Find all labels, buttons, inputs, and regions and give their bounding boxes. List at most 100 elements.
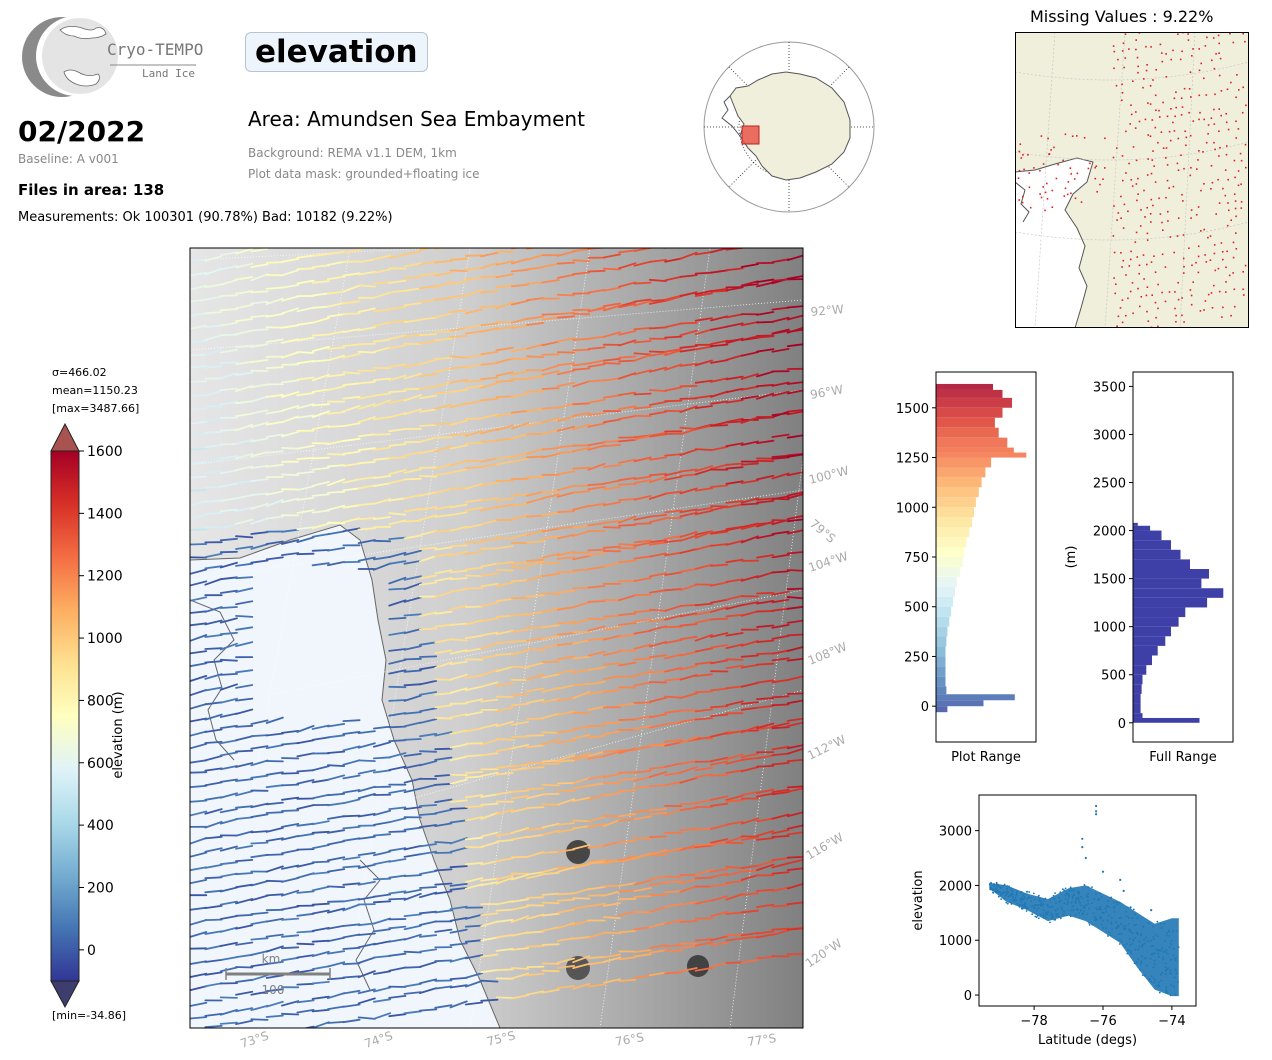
missing-point: [1210, 117, 1213, 119]
track-segment: [694, 424, 713, 431]
missing-point: [1113, 67, 1115, 70]
track-segment: [190, 380, 208, 383]
missing-point: [1192, 48, 1194, 50]
track-segment: [265, 450, 284, 454]
missing-point: [1210, 188, 1212, 190]
track-segment: [235, 360, 254, 366]
track-segment: [664, 625, 683, 629]
stat-sigma: σ=466.02: [52, 366, 107, 379]
track-segment: [526, 432, 545, 436]
track-segment: [451, 244, 467, 246]
track-segment: [219, 792, 238, 799]
track-segment: [633, 475, 652, 480]
track-segment: [679, 612, 698, 618]
track-segment: [265, 837, 284, 842]
track-segment: [664, 741, 683, 747]
track-segment: [664, 571, 683, 576]
track-segment: [326, 490, 346, 494]
missing-point: [1198, 48, 1200, 50]
scatter-point: [1149, 957, 1152, 960]
track-segment: [648, 696, 667, 703]
track-segment: [235, 412, 254, 418]
track-segment: [313, 240, 329, 242]
track-segment: [694, 487, 713, 492]
scatter-xlabel: Latitude (degs): [1038, 1033, 1137, 1048]
track-segment: [725, 500, 744, 504]
missing-point: [1190, 167, 1192, 169]
track-segment: [556, 351, 576, 354]
missing-point: [1204, 300, 1207, 302]
track-segment: [786, 409, 803, 413]
track-segment: [235, 262, 254, 269]
histogram-bar: [936, 596, 954, 607]
track-segment: [572, 402, 591, 406]
scatter-point: [1010, 887, 1012, 890]
track-segment: [679, 802, 698, 805]
track-segment: [190, 568, 208, 575]
track-segment: [710, 895, 729, 902]
track-segment: [679, 635, 698, 641]
scatter-point: [1153, 981, 1156, 984]
track-segment: [449, 687, 468, 694]
track-segment: [388, 279, 407, 284]
track-segment: [510, 514, 530, 521]
track-segment: [756, 725, 775, 731]
track-segment: [510, 967, 530, 970]
track-segment: [633, 953, 652, 958]
scatter-point: [1162, 958, 1164, 961]
track-segment: [326, 868, 346, 873]
scatter-point: [1010, 889, 1013, 892]
missing-point: [1215, 213, 1217, 215]
scatter-point: [1041, 904, 1044, 907]
track-segment: [311, 871, 330, 875]
histogram-bar: [936, 547, 965, 557]
track-segment: [342, 504, 361, 509]
track-segment: [756, 278, 775, 283]
track-segment: [618, 789, 637, 793]
scatter-point: [1020, 901, 1023, 903]
track-segment: [495, 503, 514, 509]
track-segment: [771, 348, 790, 353]
track-segment: [464, 727, 484, 733]
track-segment: [464, 862, 484, 866]
scatter-point: [1075, 899, 1077, 901]
track-segment: [556, 798, 576, 806]
track-segment: [756, 335, 775, 339]
track-segment: [633, 539, 652, 544]
track-segment: [526, 420, 545, 427]
track-segment: [280, 905, 300, 911]
missing-point: [1153, 165, 1155, 167]
missing-point: [1218, 108, 1220, 110]
track-segment: [280, 415, 300, 424]
track-segment: [388, 631, 407, 636]
missing-point: [1046, 198, 1049, 200]
track-segment: [372, 415, 392, 421]
track-segment: [648, 366, 667, 373]
track-segment: [771, 530, 790, 535]
track-segment: [725, 835, 744, 844]
scatter-point: [1063, 889, 1065, 891]
track-segment: [602, 626, 622, 631]
missing-point: [1140, 209, 1142, 211]
track-segment: [725, 870, 744, 877]
track-segment: [633, 300, 652, 307]
track-segment: [510, 763, 530, 768]
missing-value-points: [1017, 32, 1247, 328]
scatter-point: [1131, 932, 1134, 935]
track-segment: [633, 785, 652, 789]
track-segment: [710, 606, 729, 613]
track-segment: [510, 905, 530, 911]
track-segment: [449, 544, 468, 548]
track-segment: [326, 1021, 346, 1024]
track-segment: [418, 529, 438, 537]
scatter-point: [1087, 886, 1090, 889]
track-segment: [572, 423, 591, 431]
missing-point: [1190, 209, 1193, 211]
missing-point: [1161, 60, 1164, 63]
track-segment: [510, 299, 530, 306]
missing-point: [1020, 157, 1023, 159]
scatter-point: [1137, 948, 1139, 951]
track-segment: [342, 898, 361, 903]
track-segment: [403, 787, 422, 794]
track-segment: [480, 351, 499, 356]
